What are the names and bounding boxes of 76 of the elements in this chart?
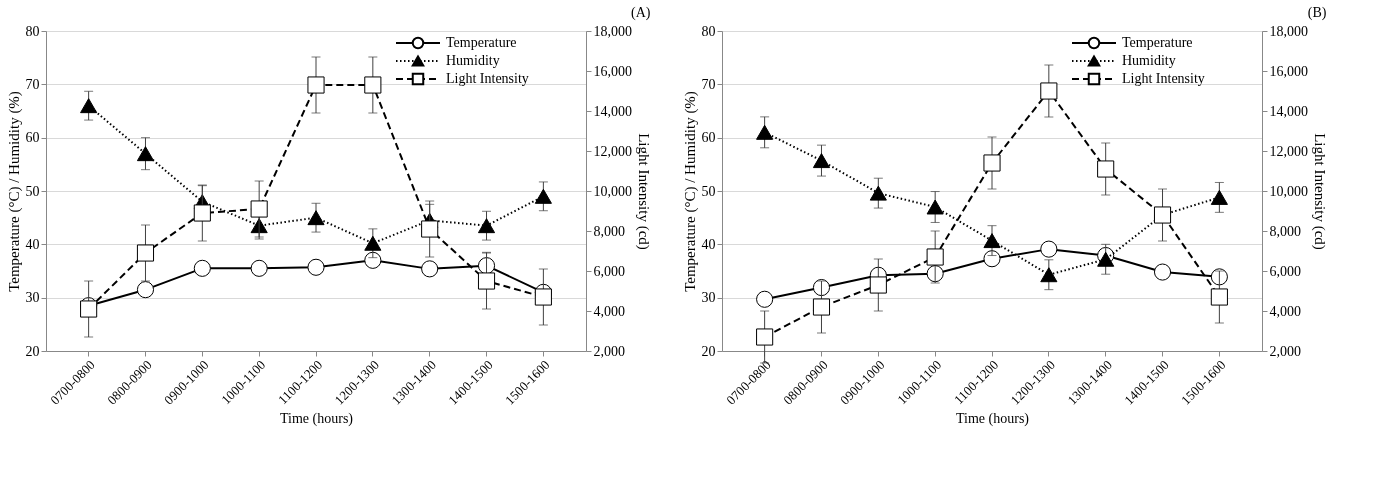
y2-tick-label: 16,000 [1269, 63, 1308, 79]
y2-tick-label: 14,000 [593, 103, 632, 119]
y2-tick-label: 8,000 [593, 223, 625, 239]
y-tick-label: 70 [25, 76, 40, 92]
point [1040, 82, 1058, 100]
point [1097, 251, 1115, 267]
y2-tick-label: 6,000 [1269, 263, 1301, 279]
y2-tick-label: 12,000 [593, 143, 632, 159]
y-tick-label: 40 [701, 236, 716, 252]
point [1040, 267, 1058, 283]
point [421, 220, 439, 238]
legend-label: Humidity [1122, 53, 1176, 68]
y2-tick-label: 18,000 [593, 23, 632, 39]
y2-tick-label: 4,000 [593, 303, 625, 319]
y-tick-label: 30 [25, 290, 40, 306]
text: (B) [1307, 5, 1327, 21]
point [1210, 288, 1228, 306]
point [756, 328, 774, 346]
point [136, 146, 155, 162]
text: (A) [631, 5, 651, 21]
point [80, 98, 98, 114]
point [307, 210, 325, 226]
y-axis-title: Temperature (°C) / Humidity (%) [681, 91, 699, 292]
y2-tick-label: 18,000 [1269, 23, 1308, 39]
point [477, 218, 496, 234]
y-tick-label: 70 [701, 76, 716, 92]
y-tick-label: 20 [701, 343, 716, 359]
point [983, 233, 1001, 249]
y2-axis-title: Light Intensity (cd) [1311, 133, 1328, 250]
x-axis-title: Time (hours) [956, 410, 1030, 427]
point [926, 199, 944, 215]
legend-label: Temperature [1122, 35, 1193, 50]
point [812, 153, 831, 169]
point [534, 188, 552, 204]
point [136, 244, 155, 262]
legend-label: Temperature [446, 35, 517, 50]
y2-tick-label: 4,000 [1269, 303, 1301, 319]
y-tick-label: 80 [701, 23, 716, 39]
legend-label: Light Intensity [446, 71, 529, 86]
y2-tick-label: 2,000 [593, 343, 625, 359]
y2-tick-label: 14,000 [1269, 103, 1308, 119]
y2-tick-label: 10,000 [593, 183, 632, 199]
point [1210, 189, 1228, 205]
point [812, 298, 831, 316]
y-tick-label: 30 [701, 290, 716, 306]
y2-tick-label: 10,000 [1269, 183, 1308, 199]
point [364, 235, 382, 251]
y-tick-label: 50 [701, 183, 716, 199]
point [756, 124, 774, 140]
y-tick-label: 20 [25, 343, 40, 359]
y2-tick-label: 8,000 [1269, 223, 1301, 239]
y-tick-label: 60 [25, 130, 40, 146]
point [193, 204, 211, 222]
point [869, 276, 887, 294]
legend-label: Light Intensity [1122, 71, 1205, 86]
y-tick-label: 40 [25, 236, 40, 252]
point [250, 200, 268, 218]
point [477, 272, 496, 290]
x-axis-title: Time (hours) [280, 410, 354, 427]
y-axis-title: Temperature (°C) / Humidity (%) [5, 91, 23, 292]
point [364, 76, 382, 94]
point [534, 288, 552, 306]
y2-axis-title: Light Intensity (cd) [635, 133, 652, 250]
y-tick-label: 60 [701, 130, 716, 146]
y2-tick-label: 16,000 [593, 63, 632, 79]
point [926, 248, 944, 266]
y2-tick-label: 6,000 [593, 263, 625, 279]
legend-label: Humidity [446, 53, 500, 68]
point [1097, 160, 1115, 178]
point [307, 76, 325, 94]
y2-tick-label: 2,000 [1269, 343, 1301, 359]
point [869, 185, 887, 201]
y-tick-label: 50 [25, 183, 40, 199]
y2-tick-label: 12,000 [1269, 143, 1308, 159]
y-tick-label: 80 [25, 23, 40, 39]
point [983, 154, 1001, 172]
